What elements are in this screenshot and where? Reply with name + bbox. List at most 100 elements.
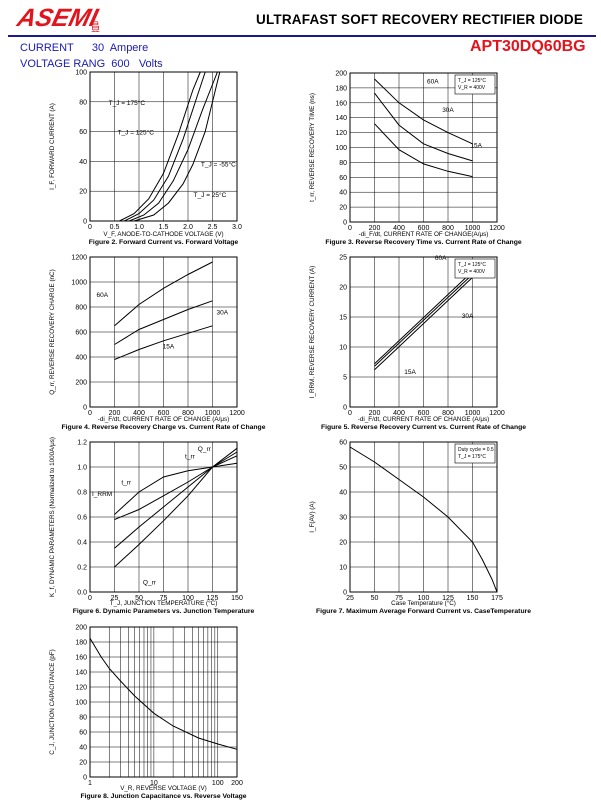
y-tick-label: 600 (75, 330, 87, 337)
x-tick-label: 150 (467, 595, 479, 602)
y-tick-label: 0 (83, 219, 87, 226)
series-label: 15A (404, 369, 416, 376)
y-tick-label: 60 (339, 175, 347, 182)
x-tick-label: 0 (348, 225, 352, 232)
legend-box (454, 74, 496, 95)
legend-box (454, 443, 496, 464)
voltage-value: 600 (111, 58, 130, 70)
x-tick-label: 50 (371, 595, 379, 602)
y-tick-label: 0 (343, 405, 347, 412)
series-label: T_J = -55°C (201, 160, 236, 168)
y-tick-label: 1.0 (77, 465, 87, 472)
x-tick-label: 75 (395, 595, 403, 602)
x-tick-label: 75 (160, 595, 168, 602)
series-line (124, 71, 206, 222)
y-tick-label: 40 (339, 190, 347, 197)
x-axis-label: Case Temperature (°C) (391, 599, 456, 607)
x-tick-label: 1000 (465, 410, 481, 417)
figure-caption: Figure 4. Reverse Recovery Charge vs. Cu… (62, 424, 266, 431)
current-unit: Ampere (109, 42, 149, 54)
figure-fig3: 0 200 400 600 800 1000 1200 0 20 40 60 80 100 120 140 1… (309, 71, 522, 247)
x-axis-label: V_R, REVERSE VOLTAGE (V) (120, 785, 207, 792)
x-tick-label: 1200 (489, 410, 505, 417)
y-tick-label: 0.4 (77, 540, 87, 547)
spec-current: CURRENT 30 Ampere (20, 42, 148, 54)
series-label: 60A (435, 255, 447, 262)
x-tick-label: 1 (88, 780, 92, 787)
y-tick-label: 200 (75, 625, 87, 632)
y-tick-label: 0.6 (77, 515, 87, 522)
y-tick-label: 100 (75, 70, 87, 77)
figure-caption: Figure 8. Junction Capacitance vs. Rever… (80, 793, 246, 800)
figure-caption: Figure 6. Dynamic Parameters vs. Junctio… (73, 608, 255, 615)
y-tick-label: 1000 (71, 280, 87, 287)
voltage-unit: Volts (138, 58, 163, 70)
y-tick-label: 60 (79, 129, 87, 136)
x-tick-label: 600 (418, 410, 430, 417)
legend-entry: T_J = 125°C (458, 78, 486, 84)
x-tick-label: 0 (88, 410, 92, 417)
series-label: T_J = 175°C (109, 99, 146, 107)
x-tick-label: 125 (442, 595, 454, 602)
x-tick-label: 1.5 (159, 224, 169, 231)
spec-voltage: VOLTAGE RANG 600 Volts (20, 58, 163, 70)
series-line (374, 78, 473, 145)
x-tick-label: 0 (348, 410, 352, 417)
series-label: I_RRM (92, 491, 112, 498)
y-tick-label: 20 (339, 285, 347, 292)
legend-entry: Duty cycle = 0.5 (458, 447, 494, 453)
plot-frame (89, 71, 238, 222)
series-label: 15A (470, 143, 482, 150)
legend-entry: T_J = 125°C (458, 262, 486, 268)
y-tick-label: 1200 (71, 255, 87, 262)
series-line (129, 71, 218, 222)
figure-caption: Figure 7. Maximum Average Forward Curren… (316, 608, 531, 615)
x-tick-label: 10 (150, 780, 158, 787)
x-tick-label: 125 (207, 595, 219, 602)
x-tick-label: 1200 (489, 225, 505, 232)
y-tick-label: 200 (335, 71, 347, 78)
x-tick-label: 200 (109, 410, 121, 417)
x-axis-label: -di_F/dt, CURRENT RATE OF CHANGE(A/μs) (359, 231, 489, 238)
x-tick-label: 2.0 (183, 224, 193, 231)
x-tick-label: 1000 (205, 410, 221, 417)
x-tick-label: 25 (346, 595, 354, 602)
x-axis-label: V_F, ANODE-TO-CATHODE VOLTAGE (V) (103, 231, 223, 238)
series-line (114, 261, 213, 327)
y-tick-label: 0.8 (77, 490, 87, 497)
series-line (114, 462, 238, 515)
asemi-logo: ASEMI 昌芯 (14, 4, 102, 32)
x-tick-label: 175 (491, 595, 503, 602)
y-tick-label: 10 (339, 345, 347, 352)
y-tick-label: 20 (339, 205, 347, 212)
x-tick-label: 400 (393, 225, 405, 232)
y-axis-label: I_F, FORWARD CURRENT (A) (49, 103, 56, 190)
x-tick-label: 150 (231, 595, 243, 602)
plot-frame (89, 626, 238, 778)
series-label: 30A (462, 313, 474, 320)
x-tick-label: 50 (135, 595, 143, 602)
x-tick-label: 100 (182, 595, 194, 602)
x-axis-label: -di_F/dt, CURRENT RATE OF CHANGE (A/μs) (98, 416, 229, 423)
series-line (374, 274, 473, 367)
y-tick-label: 180 (75, 640, 87, 647)
legend-box (454, 258, 496, 279)
plot-frame (349, 441, 498, 593)
y-tick-label: 0.2 (77, 565, 87, 572)
x-tick-label: 600 (418, 225, 430, 232)
series-label: T_J = 25°C (194, 191, 227, 199)
y-axis-label: Q_rr, REVERSE RECOVERY CHARGE (nC) (49, 269, 56, 394)
y-tick-label: 10 (339, 565, 347, 572)
current-label: CURRENT (20, 42, 74, 54)
y-tick-label: 40 (79, 159, 87, 166)
y-axis-label: t_rr, REVERSE RECOVERY TIME (ns) (309, 93, 316, 202)
y-tick-label: 0 (343, 220, 347, 227)
y-tick-label: 180 (335, 85, 347, 92)
y-tick-label: 30 (339, 515, 347, 522)
figure-fig6: 0 25 50 75 100 125 150 0.0 0.2 0.4 0.6 0.8 1.0 1.2 T_J… (49, 437, 254, 615)
y-tick-label: 140 (75, 670, 87, 677)
plot-frame (349, 256, 498, 408)
x-tick-label: 200 (369, 225, 381, 232)
x-tick-label: 200 (231, 780, 243, 787)
figure-caption: Figure 2. Forward Current vs. Forward Vo… (89, 239, 239, 246)
